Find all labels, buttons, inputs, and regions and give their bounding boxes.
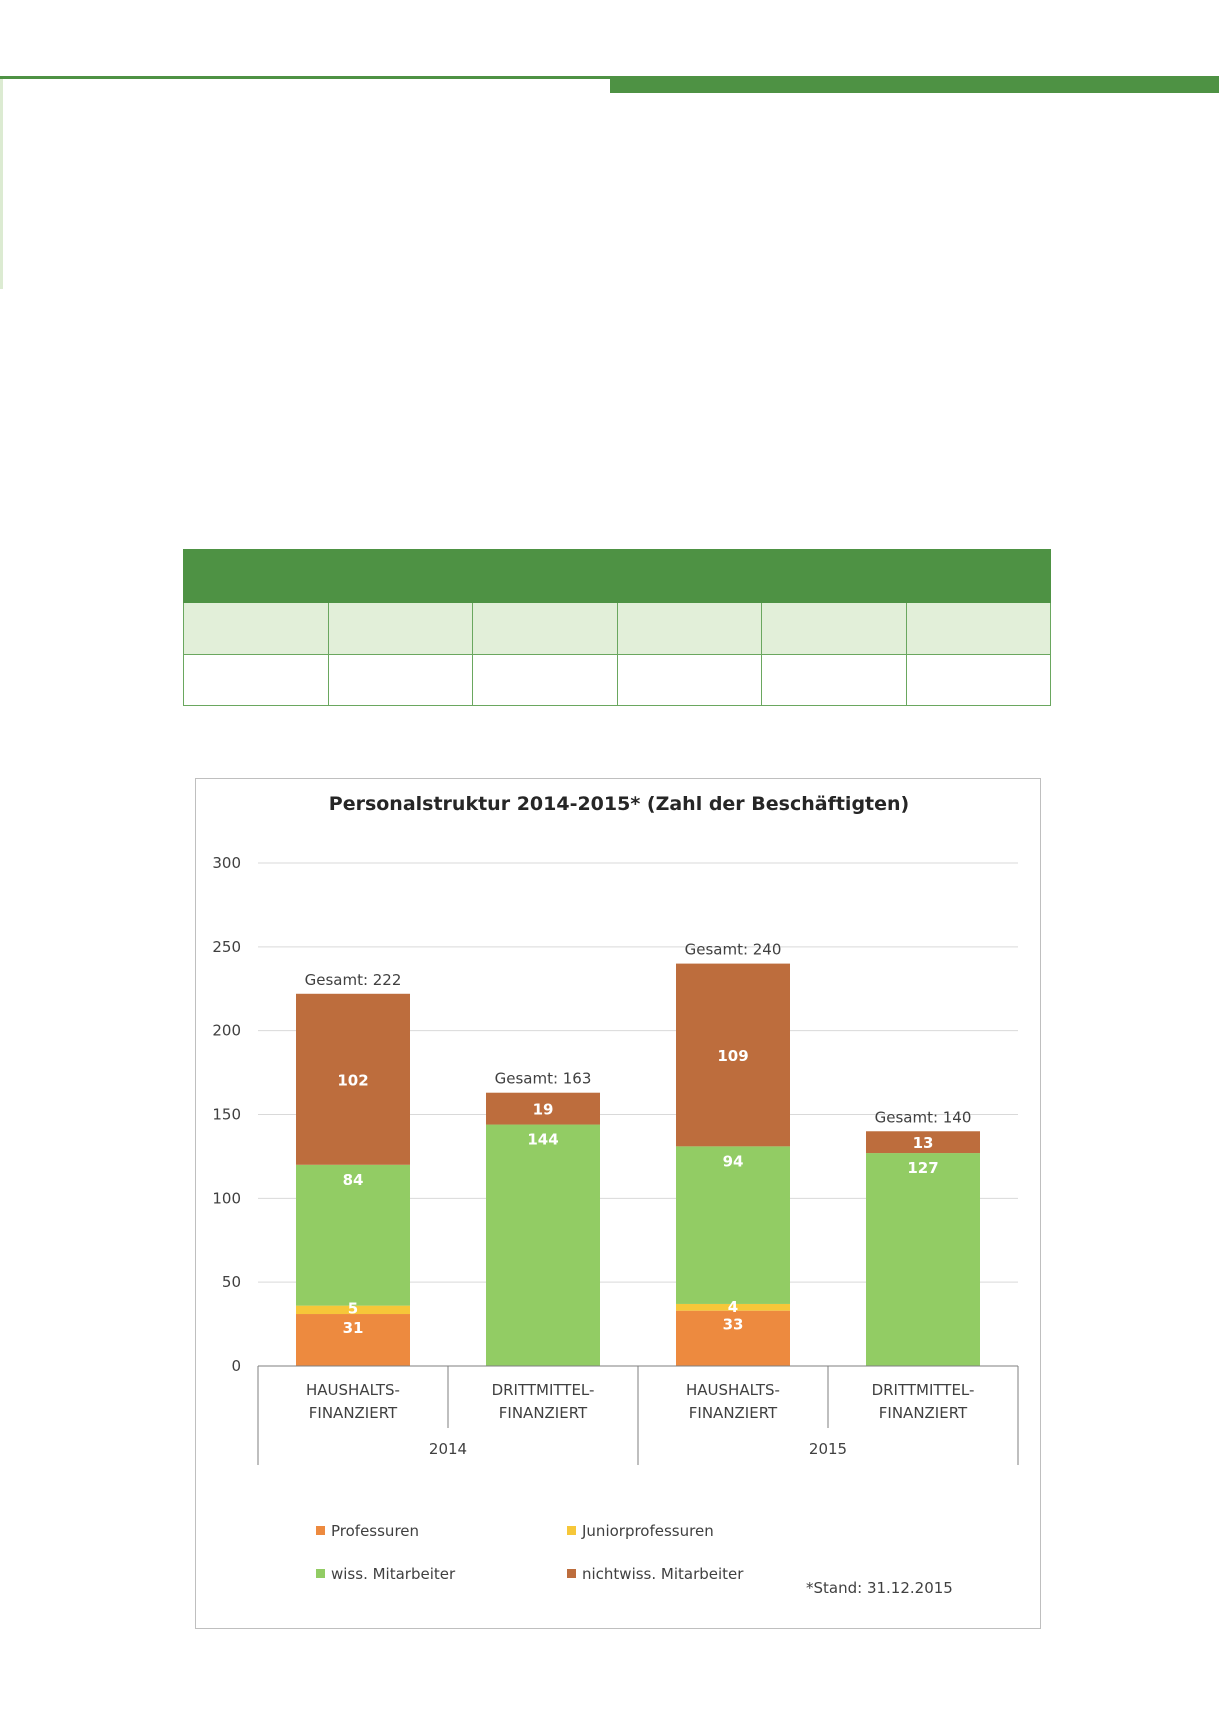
table-row <box>183 654 1051 706</box>
legend-item: nichtwiss. Mitarbeiter <box>567 1565 743 1583</box>
y-tick-label: 200 <box>212 1022 241 1040</box>
bar-segment <box>866 1153 980 1366</box>
table-cell <box>472 654 618 706</box>
table-cell <box>327 602 473 655</box>
bar-segment <box>296 1305 410 1315</box>
bar-segment <box>676 963 790 1147</box>
chart-title: Personalstruktur 2014-2015* (Zahl der Be… <box>328 793 910 815</box>
table-cell <box>616 654 762 706</box>
x-tick-label: DRITTMITTEL- <box>492 1381 595 1399</box>
y-tick-label: 100 <box>212 1189 241 1207</box>
legend-label: nichtwiss. Mitarbeiter <box>582 1565 744 1583</box>
total-label: Gesamt: 163 <box>495 1070 592 1088</box>
y-tick-label: 150 <box>212 1106 241 1124</box>
bar-segment <box>676 1303 790 1311</box>
table-body <box>183 602 1051 706</box>
margin-rule <box>0 79 3 289</box>
y-tick-label: 50 <box>222 1273 241 1291</box>
y-tick-label: 250 <box>212 938 241 956</box>
bar-segment <box>296 993 410 1165</box>
x-tick-label: HAUSHALTS- <box>686 1381 780 1399</box>
legend-swatch <box>316 1526 325 1535</box>
table-cell <box>183 602 329 655</box>
data-label: 109 <box>717 1047 748 1065</box>
legend-item: Juniorprofessuren <box>567 1522 714 1540</box>
bar-segment <box>486 1092 600 1125</box>
y-tick-label: 300 <box>212 854 241 872</box>
data-label: 144 <box>527 1131 558 1149</box>
bar-segment <box>866 1131 980 1154</box>
total-label: Gesamt: 240 <box>685 941 782 959</box>
legend-swatch <box>316 1569 325 1578</box>
total-label: Gesamt: 140 <box>875 1108 972 1126</box>
table-cell <box>327 654 473 706</box>
header-rule <box>0 76 1219 79</box>
table-header-row <box>183 549 1051 603</box>
legend-label: Juniorprofessuren <box>582 1522 714 1540</box>
table-row <box>183 602 1051 655</box>
table-cell <box>616 602 762 655</box>
table-cell <box>472 602 618 655</box>
y-tick-label: 0 <box>231 1357 241 1375</box>
x-tick-label: FINANZIERT <box>309 1404 398 1422</box>
data-label: 94 <box>723 1152 744 1170</box>
total-label: Gesamt: 222 <box>305 971 402 989</box>
x-tick-label: FINANZIERT <box>499 1404 588 1422</box>
x-tick-label: DRITTMITTEL- <box>872 1381 975 1399</box>
data-label: 13 <box>913 1134 934 1152</box>
data-label: 127 <box>907 1159 938 1177</box>
data-label: 84 <box>343 1171 364 1189</box>
table-cell <box>905 602 1051 655</box>
data-label: 5 <box>348 1300 358 1318</box>
x-group-label: 2014 <box>429 1440 467 1458</box>
data-label: 4 <box>728 1298 738 1316</box>
data-label: 19 <box>533 1101 554 1119</box>
x-tick-label: FINANZIERT <box>879 1404 968 1422</box>
bar-segment <box>676 1146 790 1304</box>
table-cell <box>761 654 907 706</box>
legend-label: Professuren <box>331 1522 420 1540</box>
data-label: 31 <box>343 1319 364 1337</box>
bar-segment <box>296 1314 410 1366</box>
stacked-bar-chart: 0 50 100 150 200 250 300 315 84 102 Gesamt: 222 HAU… <box>212 854 1019 1465</box>
header-band <box>610 78 1219 93</box>
x-tick-label: HAUSHALTS- <box>306 1381 400 1399</box>
chart-panel: 0 50 100 150 200 250 300 31 5 84 102 Gesamt: 222 HAU… <box>195 778 1041 1629</box>
staff-table <box>183 549 1051 706</box>
chart-footnote: *Stand: 31.12.2015 <box>806 1579 953 1597</box>
data-label: 102 <box>337 1071 368 1089</box>
x-group-label: 2015 <box>809 1440 847 1458</box>
legend-swatch <box>567 1526 576 1535</box>
bar-segment <box>296 1164 410 1306</box>
table-header-cell <box>183 549 1051 603</box>
bar-segment <box>676 1310 790 1366</box>
bar-segment <box>486 1124 600 1366</box>
table-cell <box>761 602 907 655</box>
legend-item: Professuren <box>316 1522 419 1540</box>
legend-item: wiss. Mitarbeiter <box>316 1565 455 1583</box>
table-cell <box>905 654 1051 706</box>
legend-label: wiss. Mitarbeiter <box>331 1565 456 1583</box>
x-tick-label: FINANZIERT <box>689 1404 778 1422</box>
table-cell <box>183 654 329 706</box>
legend-swatch <box>567 1569 576 1578</box>
data-label: 33 <box>723 1316 744 1334</box>
